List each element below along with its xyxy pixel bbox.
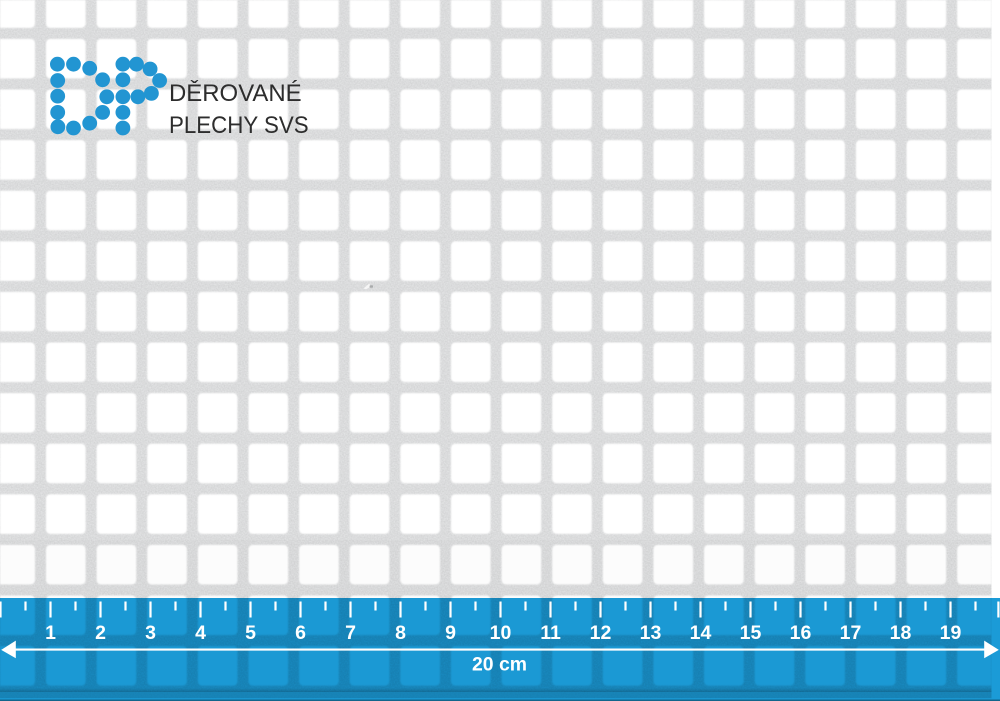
svg-text:18: 18	[890, 622, 912, 644]
svg-text:5: 5	[245, 622, 256, 644]
svg-text:12: 12	[590, 622, 612, 644]
svg-text:3: 3	[145, 622, 156, 644]
svg-text:4: 4	[195, 622, 206, 644]
svg-text:2: 2	[95, 622, 106, 644]
svg-text:6: 6	[295, 622, 306, 644]
svg-text:1: 1	[45, 622, 56, 644]
svg-text:11: 11	[540, 622, 561, 644]
svg-text:13: 13	[640, 622, 662, 644]
svg-text:8: 8	[395, 622, 406, 644]
svg-text:19: 19	[940, 622, 962, 644]
svg-text:17: 17	[840, 622, 862, 644]
svg-text:7: 7	[345, 622, 356, 644]
svg-text:9: 9	[445, 622, 456, 644]
svg-text:14: 14	[690, 622, 712, 644]
svg-text:10: 10	[490, 622, 512, 644]
svg-text:16: 16	[790, 622, 812, 644]
svg-text:15: 15	[740, 622, 762, 644]
svg-text:20 cm: 20 cm	[472, 654, 527, 676]
